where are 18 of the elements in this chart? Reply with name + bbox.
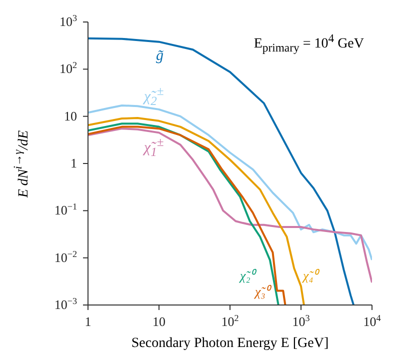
y-tick-label: 10	[64, 108, 77, 124]
y-tick-label: 10$^{−1}$	[54, 202, 77, 218]
x-tick-label: 1	[84, 314, 92, 329]
x-tick-label: 10	[152, 314, 166, 329]
y-tick-label: 10$^{−2}$	[54, 248, 78, 265]
y-tick-label: 1	[70, 156, 77, 170]
series-label: χ̃₄⁰	[303, 267, 318, 284]
x-axis-title: Secondary Photon Energy E [GeV]	[130, 336, 330, 352]
y-tick-label: 10$^{−3}$	[54, 296, 78, 312]
x-tick-label: 10$^{3}$	[292, 313, 310, 329]
x-tick-label: 10$^{4}$	[363, 313, 382, 329]
y-tick-label: 10$^{2}$	[59, 60, 78, 76]
annotation: E$_{primary}$ = 10$^{4}$ GeV	[254, 32, 364, 54]
series-label: χ̃₂⁰	[240, 267, 256, 284]
y-tick-label: 10$^{3}$	[59, 13, 78, 29]
x-tick-label: 10$^{2}$	[221, 313, 240, 329]
series-label: χ̃₃⁰	[255, 283, 270, 300]
series-label: g̃	[156, 48, 164, 65]
